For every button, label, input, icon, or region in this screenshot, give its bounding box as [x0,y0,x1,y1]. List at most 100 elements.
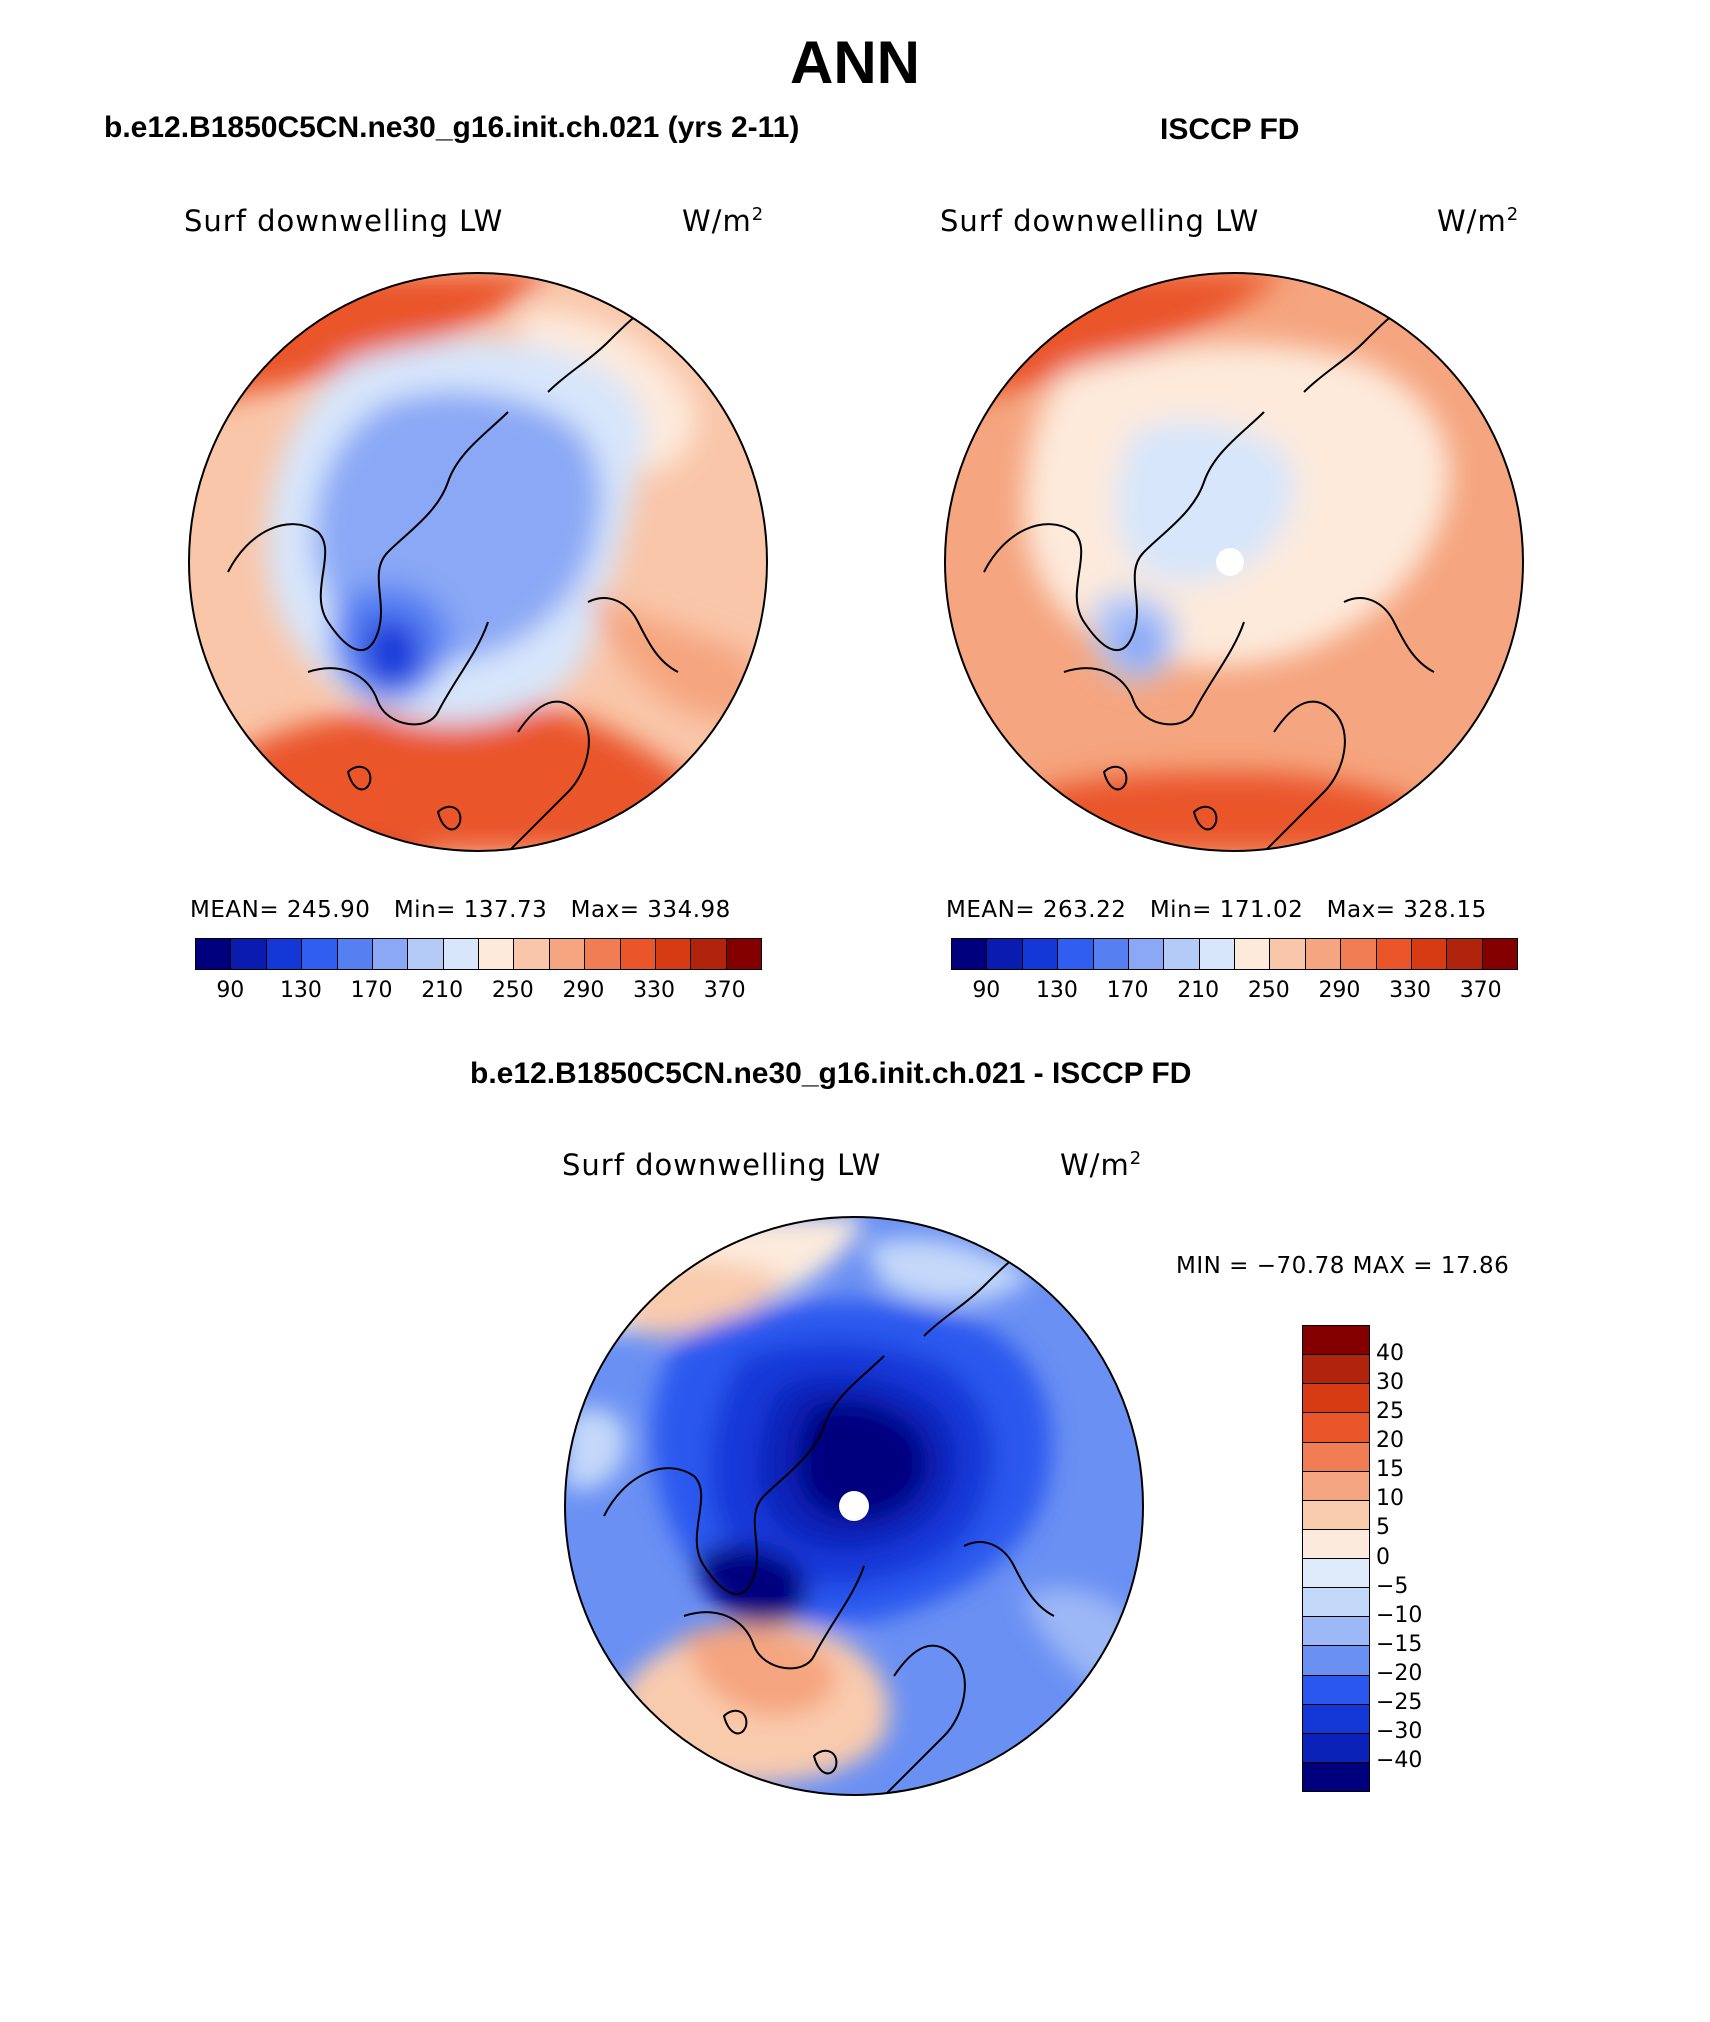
panel2-colorbar-tick-label: 330 [1389,978,1432,1003]
panel1-title: b.e12.B1850C5CN.ne30_g16.init.ch.021 (yr… [104,111,800,144]
panel2-colorbar-tick-label: 210 [1177,978,1220,1003]
panel3-colorbar-tick-label: 20 [1376,1428,1404,1454]
panel1-colorbar-swatch [478,939,514,969]
panel3-colorbar-swatch [1303,1470,1369,1500]
panel2-colorbar-swatch [1198,939,1234,969]
panel1-colorbar-tick-label: 90 [216,978,245,1003]
panel3-colorbar-swatch [1303,1616,1369,1646]
panel3-colorbar-swatch [1303,1587,1369,1617]
panel3-colorbar-tick-label: −40 [1376,1747,1423,1773]
panel1-colorbar-swatch [265,939,302,969]
panel1-colorbar-swatch [725,939,761,969]
panel3-colorbar-tick-label: 25 [1376,1399,1404,1425]
panel1-colorbar-tick-label: 210 [421,978,464,1003]
panel2-variable-label: Surf downwelling LW [940,204,1260,238]
panel1-colorbar-tick-label: 130 [279,978,322,1003]
panel2-colorbar-swatch [1375,939,1411,969]
panel3-colorbar-swatch [1303,1761,1369,1791]
panel1-polar-map [188,272,768,852]
panel2-colorbar-tick-label: 170 [1106,978,1149,1003]
panel3-colorbar-tick-label: 0 [1376,1544,1390,1570]
panel2-units-label: W/m2 [1437,204,1520,238]
panel3-colorbar-swatch [1303,1326,1369,1355]
panel2-colorbar-swatch [1446,939,1482,969]
panel2-colorbar-swatch [952,939,987,969]
panel3-colorbar-swatch [1303,1441,1369,1471]
panel3-colorbar-swatch [1303,1499,1369,1529]
panel1-colorbar-swatch [196,939,231,969]
panel2-colorbar-swatch [1340,939,1376,969]
panel1-colorbar-swatch [584,939,620,969]
panel3-colorbar-tick-label: −15 [1376,1631,1423,1657]
panel3-colorbar-swatch [1303,1674,1369,1704]
panel1-colorbar [195,938,762,970]
panel3-colorbar-tick-label: −30 [1376,1718,1423,1744]
panel2-colorbar-tick-label: 250 [1247,978,1290,1003]
panel3-colorbar-tick-label: 15 [1376,1457,1404,1483]
panel1-colorbar-swatch [371,939,408,969]
panel1-units-label: W/m2 [682,204,765,238]
panel3-colorbar-swatch [1303,1558,1369,1588]
panel2-colorbar-swatch [1163,939,1199,969]
panel1-colorbar-swatch [619,939,655,969]
panel2-colorbar-swatch [986,939,1022,969]
panel1-colorbar-tick-label: 170 [350,978,393,1003]
panel3-colorbar-tick-label: −20 [1376,1660,1423,1686]
panel2-colorbar-tick-label: 90 [972,978,1001,1003]
panel3-colorbar-swatch [1303,1383,1369,1413]
panel3-colorbar-tick-label: 10 [1376,1486,1404,1512]
panel3-colorbar-swatch [1303,1645,1369,1675]
panel2-colorbar-swatch [1057,939,1093,969]
panel1-stats: MEAN= 245.90 Min= 137.73 Max= 334.98 [190,897,731,923]
panel3-stats: MIN = −70.78 MAX = 17.86 [1176,1253,1510,1279]
panel3-units-label: W/m2 [1060,1148,1143,1182]
panel3-colorbar-swatch [1303,1412,1369,1442]
panel2-colorbar-swatch [1234,939,1270,969]
panel3-variable-label: Surf downwelling LW [562,1148,882,1182]
panel3-colorbar-tick-label: 40 [1376,1341,1404,1367]
panel3-colorbar-tick-label: −10 [1376,1602,1423,1628]
panel1-colorbar-swatch [690,939,726,969]
panel1-colorbar-tick-label: 330 [633,978,676,1003]
panel2-colorbar-ticks: 90 130 170 210 250 290 330 370 [951,978,1516,1006]
panel2-title: ISCCP FD [1160,113,1300,146]
panel2-polar-map [944,272,1524,852]
panel1-colorbar-tick-label: 290 [562,978,605,1003]
panel3-title: b.e12.B1850C5CN.ne30_g16.init.ch.021 - I… [470,1057,1192,1090]
panel2-colorbar-swatch [1481,939,1517,969]
panel1-colorbar-swatch [407,939,443,969]
panel1-colorbar-swatch [513,939,549,969]
panel3-colorbar [1302,1325,1370,1792]
panel2-colorbar-swatch [1092,939,1128,969]
panel2-colorbar-tick-label: 130 [1035,978,1078,1003]
panel3-colorbar-tick-label: 30 [1376,1370,1404,1396]
panel2-colorbar-swatch [1304,939,1341,969]
panel1-colorbar-swatch [654,939,691,969]
panel3-colorbar-swatch [1303,1354,1369,1384]
panel2-colorbar-swatch [1269,939,1305,969]
panel1-colorbar-tick-label: 370 [703,978,746,1003]
panel1-colorbar-swatch [548,939,585,969]
panel1-colorbar-ticks: 90 130 170 210 250 290 330 370 [195,978,760,1006]
panel1-colorbar-swatch [336,939,372,969]
panel1-variable-label: Surf downwelling LW [184,204,504,238]
panel3-colorbar-tick-label: −5 [1376,1573,1409,1599]
panel2-colorbar-swatch [1410,939,1447,969]
panel2-stats: MEAN= 263.22 Min= 171.02 Max= 328.15 [946,897,1487,923]
panel3-polar-map [564,1216,1144,1796]
page-title: ANN [790,29,920,96]
panel3-colorbar-tick-label: −25 [1376,1689,1423,1715]
panel2-colorbar [951,938,1518,970]
panel3-colorbar-swatch [1303,1528,1369,1558]
panel3-colorbar-tick-label: 5 [1376,1515,1390,1541]
panel2-colorbar-tick-label: 290 [1318,978,1361,1003]
panel2-colorbar-tick-label: 370 [1459,978,1502,1003]
panel1-colorbar-swatch [301,939,337,969]
panel2-colorbar-swatch [1127,939,1164,969]
panel2-colorbar-swatch [1021,939,1058,969]
panel3-colorbar-swatch [1303,1732,1369,1762]
panel1-colorbar-swatch [230,939,266,969]
panel1-colorbar-tick-label: 250 [491,978,534,1003]
panel3-colorbar-swatch [1303,1703,1369,1733]
panel3-colorbar-ticks: 40 30 25 20 15 10 5 0 −5 −10 −15 −20 −25 −30 −40 [1376,1325,1456,1790]
